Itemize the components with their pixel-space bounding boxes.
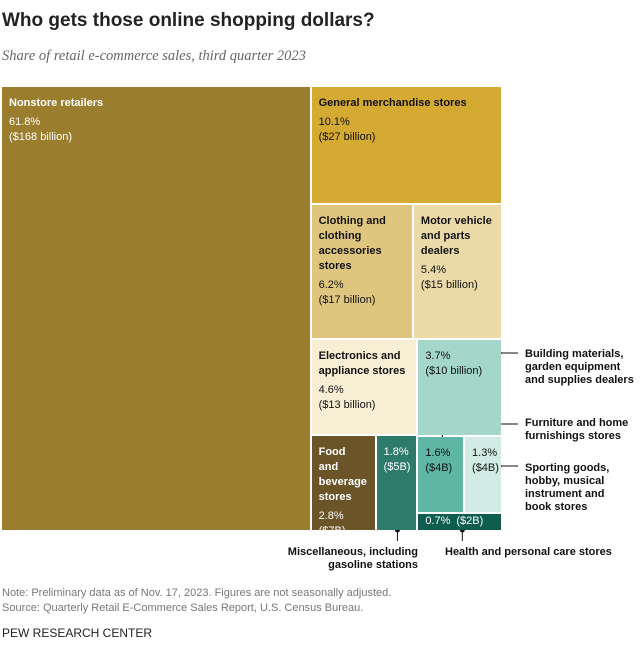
source: Source: Quarterly Retail E-Commerce Sale… xyxy=(2,602,364,614)
percent-label: 1.8% xyxy=(383,445,409,458)
category-label: Food and beverage stores xyxy=(318,445,367,503)
cell-label: Clothing and clothing accessories stores… xyxy=(312,205,412,317)
dollar-label: ($168 billion) xyxy=(9,131,72,143)
cell-label: Food and beverage stores 2.8% ($7B) xyxy=(312,436,375,548)
percent-label: 2.8% xyxy=(318,509,344,522)
category-label: Electronics and appliance stores xyxy=(318,349,406,377)
cell-label: General merchandise stores 10.1% ($27 bill… xyxy=(312,87,501,154)
treemap-cell xyxy=(418,513,501,530)
dollar-label: ($4B) xyxy=(425,462,453,475)
chart-subtitle: Share of retail e-commerce sales, third … xyxy=(2,48,306,64)
dollar-label: ($13 billion) xyxy=(318,398,376,411)
category-label: General merchandise stores xyxy=(318,97,467,109)
treemap-cell xyxy=(311,339,417,434)
percent-label: 5.4% xyxy=(420,263,446,276)
category-label: Building materials, garden equipment and… xyxy=(525,348,634,386)
treemap-cell xyxy=(311,87,501,203)
dollar-label: ($15 billion) xyxy=(420,278,478,291)
dollar-label: ($4B) xyxy=(472,462,499,475)
treemap-cell xyxy=(418,339,501,436)
cell-label: 3.7% ($10 billion) xyxy=(418,340,501,388)
percent-label: 1.6% xyxy=(425,447,451,460)
cell-label: 1.6% ($4B) xyxy=(418,437,463,485)
percent-label: 61.8% xyxy=(9,116,41,128)
percent-label: 4.6% xyxy=(318,383,344,396)
category-label: Health and personal care stores xyxy=(445,546,612,558)
treemap-cell xyxy=(311,204,412,338)
cell-label: 0.7% ($2B) xyxy=(418,514,501,528)
dollar-label: ($2B) xyxy=(456,514,484,527)
category-label: Miscellaneous, including gasoline statio… xyxy=(287,546,418,571)
dollar-label: ($17 billion) xyxy=(318,293,376,306)
dollar-label: ($10 billion) xyxy=(425,364,483,377)
treemap-cell xyxy=(413,204,501,338)
percent-label: 10.1% xyxy=(318,116,350,128)
chart-title: Who gets those online shopping dollars? xyxy=(2,10,375,31)
category-label: Nonstore retailers xyxy=(9,97,104,109)
category-label: Clothing and clothing accessories stores xyxy=(318,214,386,272)
percent-label: 1.3% xyxy=(472,447,498,460)
treemap-cell xyxy=(418,437,464,512)
dollar-label: ($5B) xyxy=(383,460,411,473)
cell-label: Motor vehicle and parts dealers 5.4% ($15 … xyxy=(414,205,501,302)
treemap-cell xyxy=(311,435,375,530)
percent-label: 3.7% xyxy=(425,349,451,362)
percent-label: 6.2% xyxy=(318,278,344,291)
cell-label: Electronics and appliance stores 4.6% ($13… xyxy=(312,340,417,422)
category-label: Furniture and home furnishings stores xyxy=(525,417,629,442)
note: Note: Preliminary data as of Nov. 17, 20… xyxy=(2,587,392,599)
treemap-cell xyxy=(376,435,417,530)
treemap-cell xyxy=(465,437,501,512)
credit: PEW RESEARCH CENTER xyxy=(2,626,153,640)
dollar-label: ($27 billion) xyxy=(318,131,376,143)
percent-label: 0.7% xyxy=(425,514,451,527)
dollar-label: ($7B) xyxy=(318,524,346,537)
category-label: Sporting goods, hobby, musical instrumen… xyxy=(525,462,610,513)
cell-label: Nonstore retailers 61.8% ($168 billion) xyxy=(2,87,310,154)
cell-label: 1.3% ($4B) xyxy=(465,437,501,485)
cell-label: 1.8% ($5B) xyxy=(377,436,417,484)
treemap-cell xyxy=(2,87,310,530)
category-label: Motor vehicle and parts dealers xyxy=(420,214,492,257)
